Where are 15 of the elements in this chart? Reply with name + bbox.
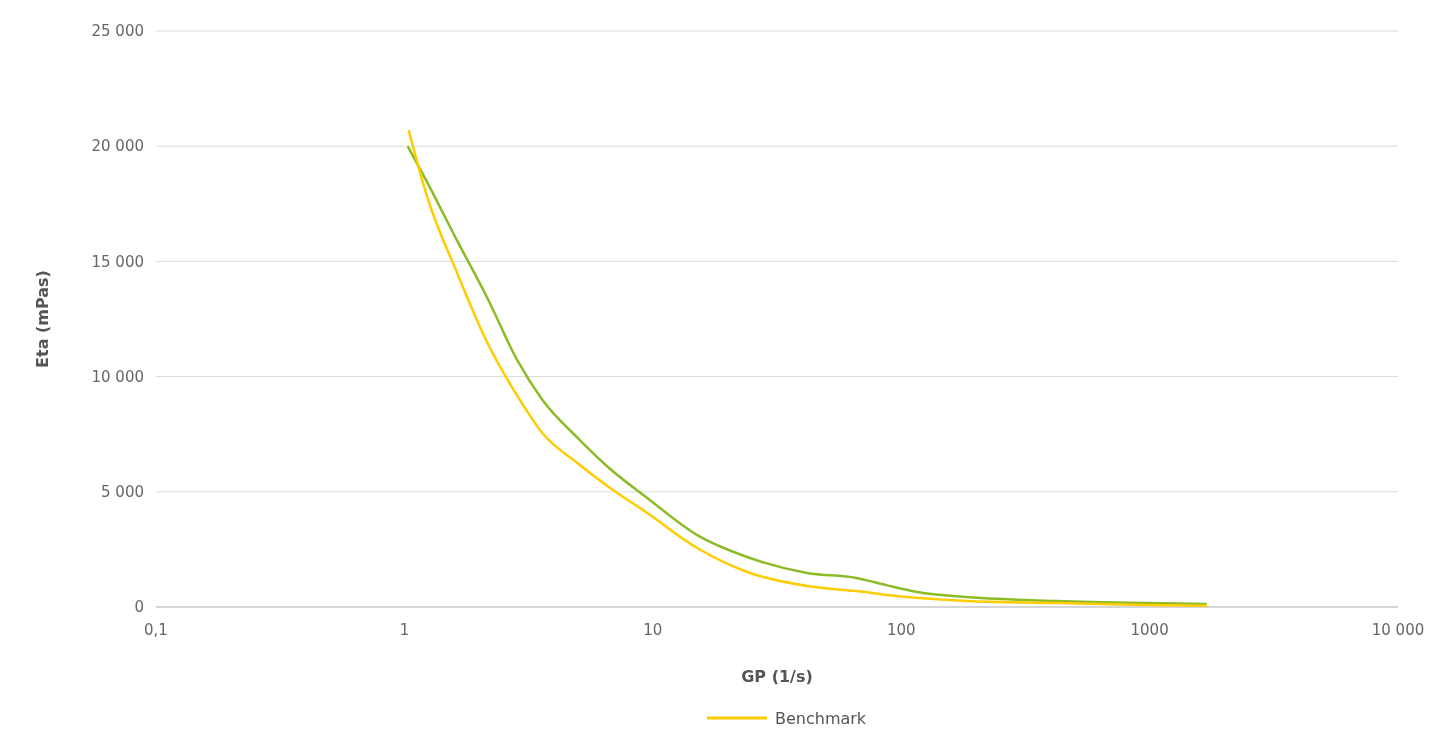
y-tick-label: 15 000 [91, 252, 144, 271]
y-tick-label: 20 000 [91, 137, 144, 156]
x-axis-title: GP (1/s) [741, 667, 813, 686]
y-tick-label: 5 000 [101, 483, 144, 502]
y-tick-label: 10 000 [91, 367, 144, 386]
x-tick-label: 100 [886, 621, 916, 639]
x-tick-label: 10 [643, 621, 663, 639]
y-tick-label: 25 000 [91, 22, 144, 41]
x-tick-label: 1000 [1130, 621, 1169, 639]
x-tick-label: 1 [399, 621, 410, 639]
x-tick-label: 0,1 [144, 621, 168, 639]
y-tick-label: 0 [134, 598, 144, 617]
legend-label: Benchmark [775, 708, 867, 728]
y-axis-title: Eta (mPas) [33, 270, 52, 368]
x-tick-label: 10 000 [1371, 621, 1425, 639]
